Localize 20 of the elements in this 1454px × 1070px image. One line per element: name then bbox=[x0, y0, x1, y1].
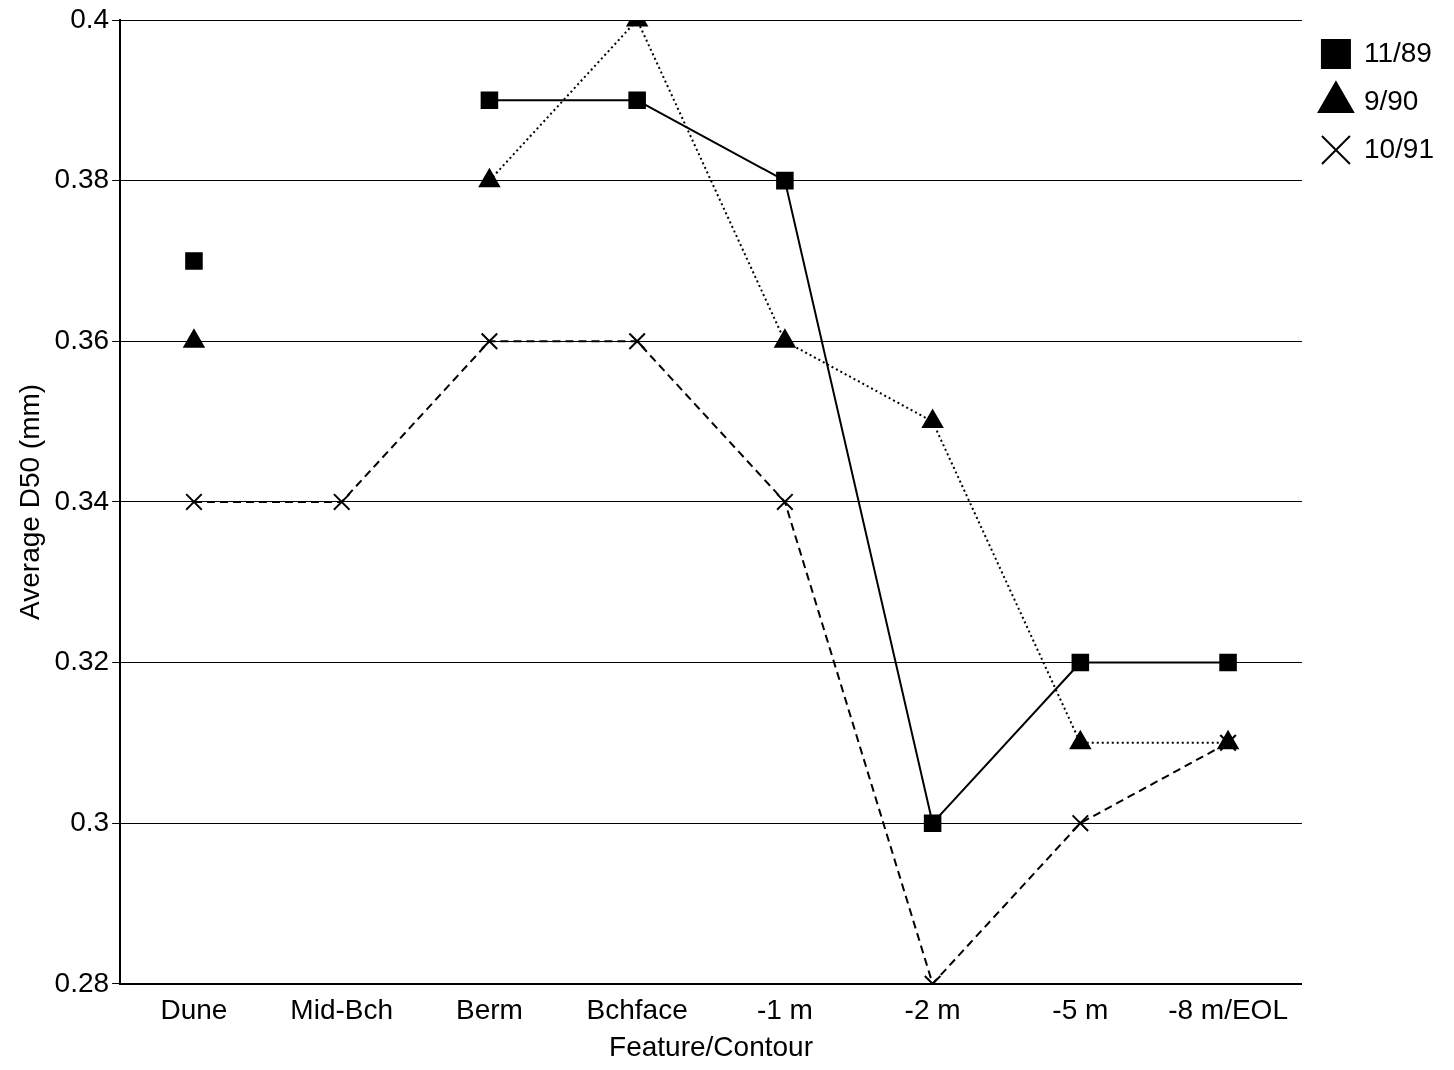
y-tick-label: 0.4 bbox=[70, 2, 110, 34]
y-tick-label: 0.36 bbox=[54, 323, 110, 355]
x-tick-label: Mid-Bch bbox=[290, 994, 394, 1026]
y-axis-title: Average D50 (mm) bbox=[13, 383, 45, 620]
y-tick-label: 0.38 bbox=[54, 163, 110, 195]
x-tick-label: -5 m bbox=[1052, 994, 1109, 1026]
y-tick-label: 0.32 bbox=[54, 645, 110, 677]
y-tick-label: 0.3 bbox=[70, 805, 110, 837]
x-tick-label: Bchface bbox=[586, 994, 688, 1026]
legend-label: 10/91 bbox=[1363, 132, 1435, 164]
x-tick-label: -1 m bbox=[756, 994, 813, 1026]
x-tick-label: Berm bbox=[455, 994, 523, 1026]
x-tick-label: -2 m bbox=[904, 994, 961, 1026]
x-axis-title: Feature/Contour bbox=[609, 1030, 813, 1062]
x-tick-label: Dune bbox=[160, 994, 228, 1026]
legend-label: 11/89 bbox=[1363, 36, 1432, 68]
y-tick-label: 0.28 bbox=[54, 966, 110, 998]
y-tick-label: 0.34 bbox=[54, 484, 110, 516]
x-tick-label: -8 m/EOL bbox=[1168, 994, 1288, 1026]
legend-label: 9/90 bbox=[1363, 84, 1419, 116]
